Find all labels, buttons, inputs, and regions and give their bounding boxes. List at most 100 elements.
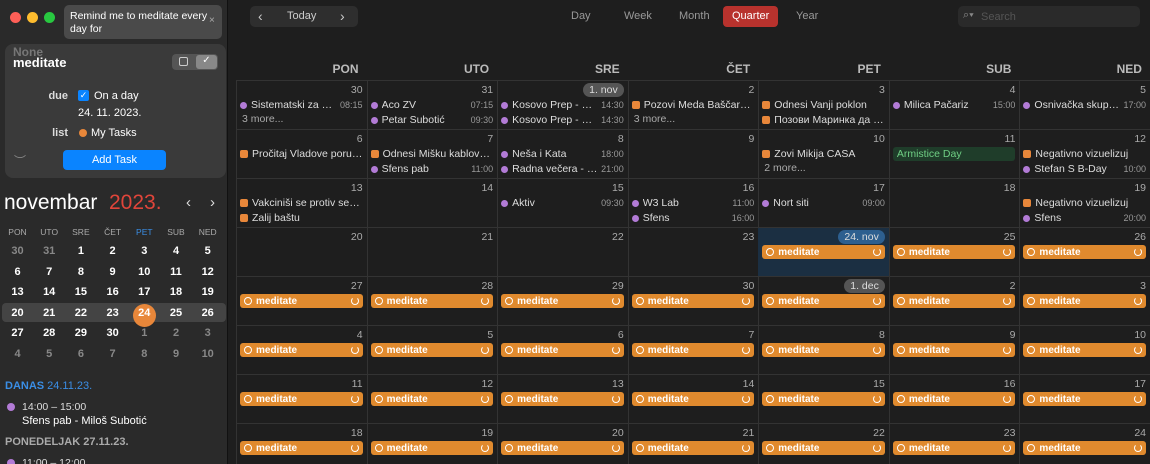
close-button[interactable] <box>10 12 21 23</box>
event[interactable]: meditate <box>631 441 755 455</box>
view-tab[interactable]: Month <box>679 10 710 22</box>
mini-day[interactable]: 26 <box>201 306 214 319</box>
event[interactable]: Stefan S B-Day 10:00 <box>1023 162 1146 176</box>
due-date[interactable]: 24. 11. 2023. <box>78 107 142 119</box>
view-tab[interactable]: Day <box>571 10 591 22</box>
clear-icon[interactable]: × <box>209 15 215 26</box>
event[interactable]: meditate <box>892 392 1016 406</box>
mini-day[interactable]: 9 <box>109 265 116 278</box>
view-tab[interactable]: Week <box>624 10 652 22</box>
search-field[interactable]: ⌕▾ Search <box>958 6 1140 27</box>
event[interactable]: Negativno vizuelizuj <box>1023 147 1146 161</box>
event[interactable]: meditate <box>240 294 363 308</box>
event[interactable]: Neša i Kata 18:00 <box>501 147 624 161</box>
event[interactable]: Kosovo Prep - Wa… 14:30 <box>501 113 624 127</box>
mini-day[interactable]: 30 <box>11 245 24 257</box>
event[interactable]: Kosovo Prep - Wa… 14:30 <box>501 98 624 112</box>
mini-day[interactable]: 2 <box>172 327 180 340</box>
event[interactable]: meditate <box>370 441 494 455</box>
mini-day[interactable]: 25 <box>169 306 183 319</box>
list-name[interactable]: My Tasks <box>91 127 137 139</box>
task-toggle[interactable]: ✓ <box>196 55 217 69</box>
event[interactable]: meditate <box>892 294 1016 308</box>
event[interactable]: Zalij baštu <box>240 211 363 225</box>
mini-day[interactable]: 24 <box>138 306 151 319</box>
event[interactable]: Odnesi Vanji poklon <box>762 98 885 112</box>
mini-day[interactable]: 3 <box>204 327 211 340</box>
event[interactable]: meditate <box>501 294 624 308</box>
event[interactable]: Negativno vizuelizuj <box>1023 196 1146 210</box>
mini-day[interactable]: 19 <box>201 286 214 299</box>
event[interactable]: meditate <box>1023 294 1146 308</box>
mini-day[interactable]: 6 <box>77 348 84 360</box>
mini-day[interactable]: 1 <box>77 245 84 257</box>
event[interactable]: meditate <box>501 441 624 455</box>
event[interactable]: Sfens pab 11:00 <box>370 162 493 176</box>
today-button[interactable]: Today <box>287 10 317 22</box>
event[interactable]: meditate <box>762 245 885 259</box>
event[interactable]: meditate <box>892 343 1016 357</box>
mini-day[interactable]: 20 <box>11 306 24 319</box>
mini-day[interactable]: 4 <box>14 348 21 360</box>
event[interactable]: Zovi Mikija CASA <box>762 147 885 161</box>
event[interactable]: meditate <box>762 294 885 308</box>
mini-day[interactable]: 30 <box>106 327 119 340</box>
event[interactable]: Sfens 16:00 <box>631 211 754 225</box>
mini-day[interactable]: 16 <box>106 286 119 299</box>
event[interactable]: meditate <box>1023 245 1146 259</box>
mini-day[interactable]: 17 <box>138 286 151 299</box>
mini-day[interactable]: 18 <box>169 286 183 299</box>
minimize-button[interactable] <box>27 12 38 23</box>
event[interactable]: meditate <box>370 343 494 357</box>
event[interactable]: meditate <box>240 441 363 455</box>
event[interactable]: meditate <box>631 343 755 357</box>
mini-day[interactable]: 12 <box>201 265 214 278</box>
mini-day[interactable]: 15 <box>74 286 88 299</box>
event[interactable]: Aco ZV 07:15 <box>370 98 493 112</box>
mini-day[interactable]: 31 <box>43 245 56 257</box>
mini-day[interactable]: 3 <box>141 245 148 257</box>
mini-day[interactable]: 22 <box>74 306 88 319</box>
next-button[interactable]: › <box>340 8 345 24</box>
expand-chevron[interactable]: ︶ <box>14 154 27 168</box>
view-tab[interactable]: Year <box>796 10 819 22</box>
event[interactable]: meditate <box>370 392 494 406</box>
event[interactable]: meditate <box>240 343 363 357</box>
event[interactable]: meditate <box>501 343 624 357</box>
event[interactable]: Nort siti 09:00 <box>762 196 885 210</box>
mini-day[interactable]: 10 <box>138 265 151 278</box>
event[interactable]: Pročitaj Vladove poruk… <box>240 147 363 161</box>
mini-day[interactable]: 28 <box>43 327 56 340</box>
mini-day[interactable]: 4 <box>172 245 180 257</box>
quick-entry[interactable]: Remind me to meditate every day for × <box>64 5 222 39</box>
mini-day[interactable]: 7 <box>46 265 53 278</box>
prev-month[interactable]: ‹ <box>186 194 191 211</box>
event[interactable]: meditate <box>1023 392 1146 406</box>
mini-day[interactable]: 29 <box>74 327 88 340</box>
mini-day[interactable]: 13 <box>11 286 24 299</box>
mini-day[interactable]: 2 <box>109 245 116 257</box>
event[interactable]: Petar Subotić 09:30 <box>370 113 493 127</box>
mini-day[interactable]: 23 <box>106 306 119 319</box>
more-link[interactable]: 2 more... <box>764 162 806 174</box>
mini-day[interactable]: 9 <box>172 348 180 360</box>
event[interactable]: meditate <box>1023 441 1146 455</box>
mini-day[interactable]: 14 <box>43 286 56 299</box>
event[interactable]: Позови Маринка да с… <box>762 113 885 127</box>
event[interactable]: Radna večera - Pr…21:00 <box>501 162 624 176</box>
mini-day[interactable]: 27 <box>11 327 24 340</box>
mini-day[interactable]: 7 <box>109 348 116 360</box>
more-link[interactable]: 3 more... <box>633 113 676 125</box>
event[interactable]: meditate <box>631 294 755 308</box>
event[interactable]: Sfens 20:00 <box>1023 211 1146 225</box>
mini-day[interactable]: 21 <box>43 306 56 319</box>
mini-day[interactable]: 8 <box>77 265 84 278</box>
event[interactable]: meditate <box>762 392 885 406</box>
agenda-title[interactable]: Sfens pab - Miloš Subotić <box>22 415 147 427</box>
event[interactable]: Milica Pačariz 15:00 <box>892 98 1015 112</box>
mini-day[interactable]: 5 <box>46 348 53 360</box>
mini-day[interactable]: 5 <box>204 245 211 257</box>
event[interactable]: meditate <box>631 392 755 406</box>
event[interactable]: Pozovi Meda Baščarev… <box>631 98 754 112</box>
mini-day[interactable]: 8 <box>141 348 148 360</box>
